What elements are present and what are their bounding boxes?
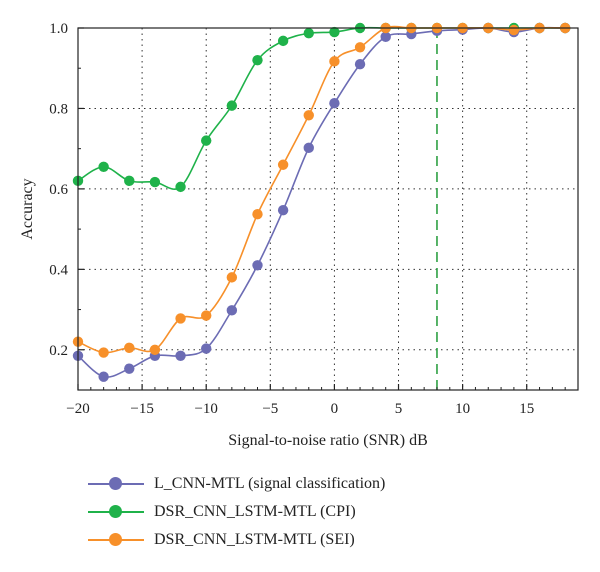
series-line-l-cnn-mtl (77, 26, 566, 378)
legend-label-l-cnn-mtl: L_CNN-MTL (signal classification) (154, 475, 386, 492)
grid-lines (78, 27, 578, 390)
y-tick-label: 0.8 (49, 101, 68, 117)
data-point-l-cnn-mtl (201, 343, 212, 354)
x-tick-label: 0 (331, 401, 339, 417)
legend-item-l-cnn-mtl[interactable]: L_CNN-MTL (signal classification) (88, 470, 385, 498)
series-layer (72, 22, 571, 382)
x-tick-label: 15 (519, 401, 534, 417)
data-point-cpi (149, 176, 161, 188)
data-point-sei (252, 209, 263, 220)
x-axis-title: Signal-to-noise ratio (SNR) dB (228, 432, 428, 449)
data-point-sei (124, 342, 135, 353)
legend-item-sei[interactable]: DSR_CNN_LSTM-MTL (SEI) (88, 526, 385, 554)
legend-swatch-cpi (88, 505, 144, 519)
data-point-sei (201, 310, 212, 321)
data-point-cpi (98, 161, 109, 172)
legend-label-cpi: DSR_CNN_LSTM-MTL (CPI) (154, 503, 356, 520)
legend-item-cpi[interactable]: DSR_CNN_LSTM-MTL (CPI) (88, 498, 385, 526)
data-point-sei (508, 24, 520, 36)
legend-swatch-l-cnn-mtl (88, 477, 144, 491)
data-point-cpi (277, 35, 289, 47)
series-line-cpi (77, 26, 566, 190)
series-line-sei (77, 25, 566, 354)
x-tick-label: −5 (262, 401, 278, 417)
data-point-sei (329, 56, 340, 67)
data-point-sei (98, 347, 109, 358)
series-sei (72, 22, 571, 358)
x-tick-label: −20 (66, 401, 89, 417)
axis-ticks: −20 −15 −10 −5 0 5 10 15 0.2 0.4 0.6 0.8 1.0 (49, 21, 566, 417)
x-tick-label: −10 (194, 401, 217, 417)
x-tick-label: 10 (455, 401, 470, 417)
data-point-sei (226, 272, 238, 283)
data-point-l-cnn-mtl (380, 31, 391, 43)
data-point-cpi (201, 135, 212, 146)
data-point-cpi (329, 26, 340, 38)
data-point-cpi (124, 175, 135, 187)
series-cpi (72, 22, 571, 193)
data-point-cpi (226, 100, 238, 111)
x-tick-label: 5 (395, 401, 403, 417)
legend-label-sei: DSR_CNN_LSTM-MTL (SEI) (154, 531, 355, 548)
data-point-l-cnn-mtl (226, 305, 238, 316)
legend-swatch-sei (88, 533, 144, 547)
data-point-l-cnn-mtl (354, 58, 366, 70)
data-point-sei (303, 110, 314, 121)
x-tick-label: −15 (130, 401, 153, 417)
data-point-l-cnn-mtl (175, 350, 186, 362)
plot-frame (77, 27, 579, 391)
data-point-cpi (252, 54, 263, 66)
y-tick-label: 0.6 (49, 182, 68, 198)
data-point-sei (277, 159, 289, 170)
data-point-cpi (175, 181, 186, 193)
data-point-sei (175, 313, 186, 324)
data-point-l-cnn-mtl (252, 260, 263, 271)
data-point-l-cnn-mtl (303, 142, 314, 154)
series-l-cnn-mtl (72, 22, 571, 382)
data-point-sei (149, 344, 161, 355)
data-point-l-cnn-mtl (124, 363, 135, 374)
y-tick-label: 0.2 (49, 343, 68, 359)
data-point-l-cnn-mtl (329, 98, 340, 109)
y-axis-title: Accuracy (19, 178, 36, 239)
data-point-sei (354, 42, 366, 53)
y-tick-label: 0.4 (49, 262, 68, 278)
data-point-l-cnn-mtl (98, 371, 109, 382)
data-point-cpi (303, 28, 314, 39)
legend: L_CNN-MTL (signal classification) DSR_CN… (88, 470, 385, 554)
data-point-l-cnn-mtl (277, 205, 289, 216)
y-tick-label: 1.0 (49, 21, 68, 37)
